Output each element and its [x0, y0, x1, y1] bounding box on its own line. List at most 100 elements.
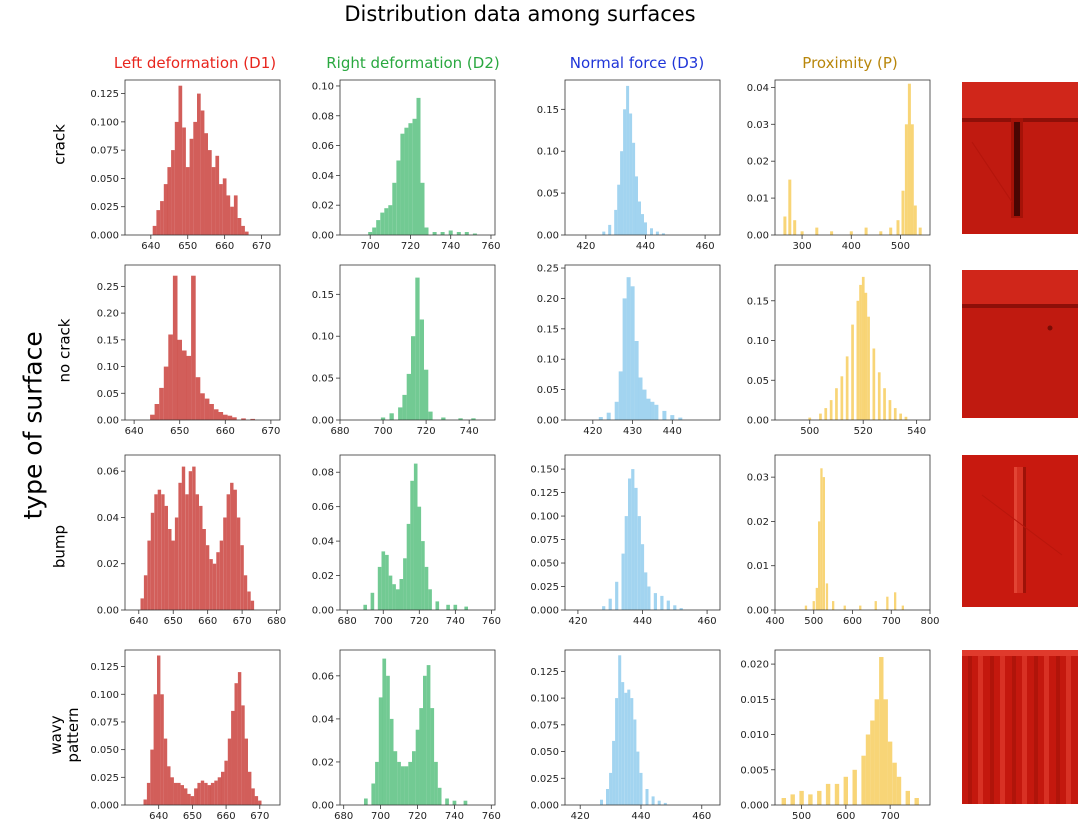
y-tick-label: 0.08	[312, 111, 334, 122]
histogram-bar	[651, 796, 655, 805]
x-tick-label: 700	[882, 616, 901, 627]
histogram-bar	[258, 800, 262, 805]
histogram-bar	[606, 789, 609, 805]
histogram-bar	[861, 755, 866, 805]
histogram-bar	[877, 372, 881, 420]
histogram-bar	[400, 766, 405, 806]
y-tick-label: 0.10	[97, 362, 119, 373]
y-tick-label: 0.125	[530, 667, 559, 678]
plot-frame	[124, 264, 281, 421]
plot-frame	[564, 264, 721, 421]
x-tick-label: 670	[233, 616, 252, 627]
x-tick-label: 650	[170, 426, 189, 437]
x-tick-label: 600	[836, 811, 855, 819]
y-tick-label: 0.06	[312, 671, 334, 682]
x-tick-label: 640	[129, 616, 148, 627]
x-tick-label: 500	[800, 426, 819, 437]
histogram-bar	[250, 418, 255, 420]
histogram-panel: 420 440 460 0.00 0.05 0.10 0.15	[537, 79, 721, 252]
histogram-bar	[638, 201, 641, 235]
histogram-bar	[824, 408, 828, 420]
histogram-bar	[825, 783, 831, 805]
histogram-panel: 420 440 460 0.000 0.025 0.050 0.075 0.100 0.125 0…	[530, 454, 721, 627]
histogram-bar	[634, 487, 638, 610]
histogram-bar	[630, 286, 635, 420]
histogram-bar	[398, 407, 403, 420]
histogram-bar	[808, 417, 812, 420]
histogram-bar	[861, 276, 865, 420]
histogram-bar	[174, 517, 179, 610]
histogram-bar	[602, 231, 606, 235]
histogram-bar	[621, 553, 625, 610]
histogram-bar	[662, 410, 667, 420]
histogram-panel: 680 700 720 740 0.00 0.05 0.10 0.15	[312, 264, 496, 437]
histogram-bar	[199, 505, 203, 610]
y-tick-label: 0.02	[312, 757, 334, 768]
y-tick-label: 0.04	[97, 513, 119, 524]
x-tick-label: 420	[576, 241, 595, 252]
histogram-bar	[424, 566, 429, 610]
histogram-bar	[171, 540, 175, 610]
histogram-bar	[636, 751, 640, 805]
histogram-panel: 300 400 500 0.00 0.01 0.02 0.03 0.04	[747, 79, 931, 252]
histogram-bar	[446, 604, 450, 610]
histogram-bar	[663, 802, 667, 805]
histogram-bar	[372, 227, 377, 235]
histogram-bar	[622, 298, 627, 420]
histogram-bar	[645, 789, 649, 805]
x-tick-label: 650	[164, 616, 183, 627]
x-tick-label: 720	[417, 426, 436, 437]
histogram-bar	[402, 394, 407, 420]
y-tick-label: 0.00	[747, 416, 769, 427]
x-tick-label: 420	[571, 811, 590, 819]
x-tick-label: 720	[410, 616, 429, 627]
histogram-bar	[397, 761, 401, 805]
histogram-bar	[189, 138, 194, 235]
histogram-bar	[412, 118, 417, 236]
histogram-bar	[150, 749, 154, 805]
y-tick-label: 0.075	[530, 720, 559, 731]
histogram-bar	[143, 799, 147, 805]
histogram-bar	[463, 800, 468, 805]
histogram-bar	[825, 583, 829, 610]
histogram-bar	[204, 398, 210, 420]
histogram-bar	[378, 697, 383, 805]
y-tick-label: 0.050	[530, 747, 559, 758]
histogram-bar	[168, 529, 172, 610]
histogram-bar	[174, 121, 179, 235]
histogram-bar	[395, 589, 400, 610]
histogram-bar	[194, 788, 198, 805]
x-tick-label: 300	[793, 241, 812, 252]
histogram-bar	[905, 790, 910, 805]
histogram-bar	[654, 404, 659, 420]
histogram-bar	[182, 127, 186, 235]
histogram-bar	[408, 761, 412, 805]
y-tick-label: 0.25	[97, 282, 119, 293]
histogram-bar	[382, 658, 387, 805]
histogram-bar	[388, 205, 393, 235]
histogram-bar	[630, 698, 634, 805]
histogram-bar	[445, 798, 449, 805]
histogram-bar	[899, 413, 902, 420]
x-tick-label: 650	[183, 811, 202, 819]
histogram-bar	[653, 593, 657, 610]
x-tick-label: 440	[663, 426, 682, 437]
histogram-bar	[396, 160, 401, 235]
histogram-bar	[889, 227, 893, 235]
histogram-bar	[864, 227, 868, 235]
histogram-bar	[867, 316, 870, 420]
histogram-bar	[182, 350, 187, 420]
histogram-bar	[453, 604, 458, 610]
x-tick-label: 460	[692, 811, 711, 819]
histogram-panel: 500 600 700 0.000 0.005 0.010 0.015 0.020	[740, 649, 931, 819]
surface-photo-bump	[962, 455, 1078, 607]
histogram-bar	[441, 417, 446, 420]
y-tick-label: 0.06	[312, 502, 334, 513]
histogram-bar	[598, 417, 603, 420]
y-tick-label: 0.05	[537, 385, 559, 396]
histogram-bar	[237, 218, 242, 235]
histogram-bar	[241, 225, 245, 235]
histogram-bar	[193, 121, 197, 235]
histogram-bar	[197, 93, 201, 235]
